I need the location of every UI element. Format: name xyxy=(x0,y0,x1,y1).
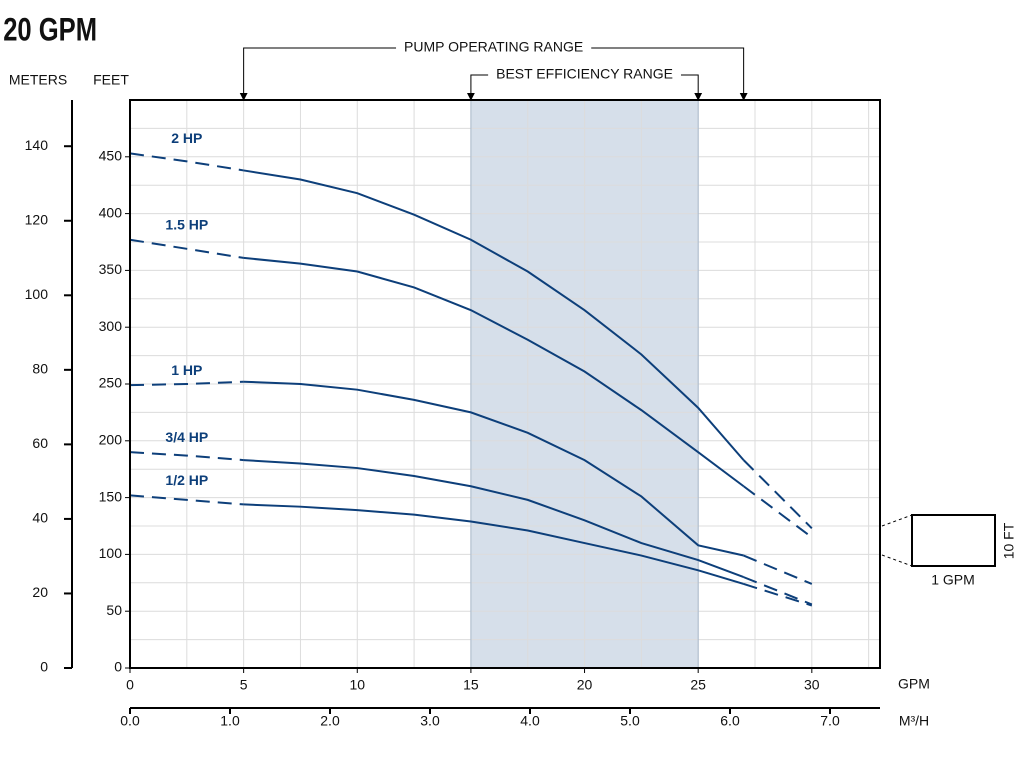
y-tick-label: 250 xyxy=(99,375,123,391)
x-tick-label: 5 xyxy=(240,677,248,693)
y-tick-label: 350 xyxy=(99,261,123,277)
y2-tick-label: 120 xyxy=(25,211,49,227)
pump-curve xyxy=(129,238,244,259)
scale-y-label: 10 FT xyxy=(1001,522,1017,559)
y2-tick-label: 60 xyxy=(32,435,48,451)
range-label: PUMP OPERATING RANGE xyxy=(404,39,583,55)
y-tick-label: 100 xyxy=(99,545,123,561)
curve-label: 1 HP xyxy=(171,362,202,378)
chart-title: 20 GPM xyxy=(3,13,97,48)
curve-label: 2 HP xyxy=(171,130,202,146)
x-tick-label: 15 xyxy=(463,677,479,693)
pump-curve xyxy=(129,380,244,387)
x2-tick-label: 1.0 xyxy=(220,713,240,729)
y-tick-label: 200 xyxy=(99,432,123,448)
pump-curve xyxy=(243,256,745,488)
pump-curve xyxy=(243,169,745,461)
pump-curve xyxy=(129,152,244,172)
x2-tick-label: 7.0 xyxy=(820,713,840,729)
y-tick-label: 300 xyxy=(99,318,123,334)
scale-leader xyxy=(881,514,913,527)
y-tick-label: 150 xyxy=(99,488,123,504)
x2-tick-label: 3.0 xyxy=(420,713,440,729)
curve-label: 1/2 HP xyxy=(165,472,208,488)
y2-tick-label: 40 xyxy=(32,510,48,526)
pump-curve xyxy=(743,576,813,606)
x2-tick-label: 4.0 xyxy=(520,713,540,729)
x-axis-label: GPM xyxy=(898,676,930,692)
y-tick-label: 0 xyxy=(114,659,122,675)
x2-tick-label: 2.0 xyxy=(320,713,340,729)
x-tick-label: 30 xyxy=(804,677,820,693)
pump-curve xyxy=(129,494,244,506)
y2-tick-label: 80 xyxy=(32,361,48,377)
x-tick-label: 10 xyxy=(349,677,365,693)
plot-frame xyxy=(129,99,881,669)
range-label: BEST EFFICIENCY RANGE xyxy=(496,66,673,82)
scale-leader xyxy=(881,554,913,567)
y2-tick-label: 100 xyxy=(25,286,49,302)
pump-curve xyxy=(743,554,813,585)
pump-curve xyxy=(743,582,813,607)
x-tick-label: 25 xyxy=(690,677,706,693)
x2-tick-label: 0.0 xyxy=(120,713,140,729)
pump-curve xyxy=(129,451,244,462)
pump-curve xyxy=(243,459,744,579)
pump-curve xyxy=(243,380,744,557)
y2-tick-label: 20 xyxy=(32,584,48,600)
scale-x-label: 1 GPM xyxy=(931,572,975,588)
range-bracket xyxy=(239,47,397,101)
y-axis-label: FEET xyxy=(93,72,129,88)
y-tick-label: 450 xyxy=(99,148,123,164)
scale-box xyxy=(911,514,996,567)
curve-label: 3/4 HP xyxy=(165,429,208,445)
y2-tick-label: 0 xyxy=(40,659,48,675)
y-tick-label: 400 xyxy=(99,204,123,220)
x2-tick-label: 5.0 xyxy=(620,713,640,729)
y-tick-label: 50 xyxy=(106,602,122,618)
range-bracket xyxy=(591,47,748,101)
pump-curve xyxy=(743,485,813,539)
x2-tick-label: 6.0 xyxy=(720,713,740,729)
y2-axis-label: METERS xyxy=(9,72,67,88)
x-tick-label: 20 xyxy=(577,677,593,693)
pump-curve xyxy=(742,459,813,529)
x2-axis-label: M³/H xyxy=(899,713,929,729)
range-bracket xyxy=(680,74,703,101)
y2-tick-label: 140 xyxy=(25,137,49,153)
curve-label: 1.5 HP xyxy=(165,216,208,232)
pump-curve xyxy=(243,503,744,585)
x-tick-label: 0 xyxy=(126,677,134,693)
range-bracket xyxy=(466,74,489,101)
